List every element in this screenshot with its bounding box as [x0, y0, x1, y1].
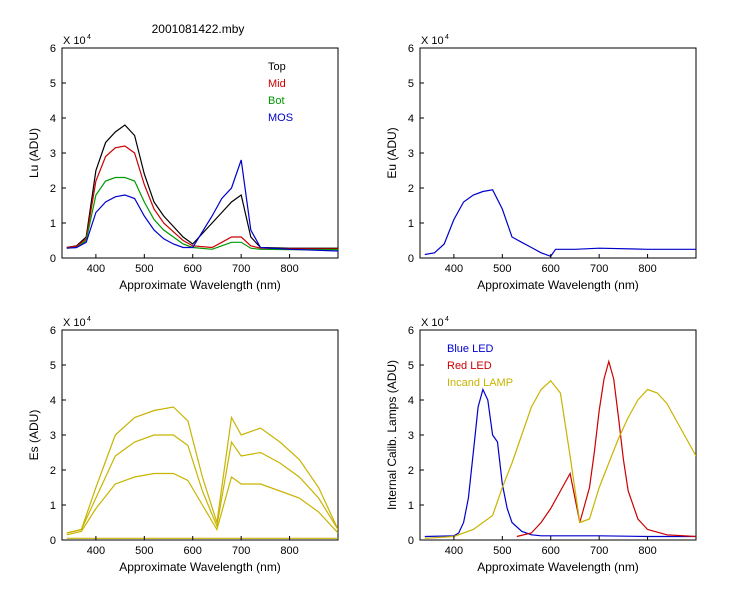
series-line-es-low- [66, 472, 338, 536]
x-axis-label: Approximate Wavelength (nm) [119, 278, 281, 292]
x-axis-label: Approximate Wavelength (nm) [477, 560, 639, 574]
y-axis-label: Es (ADU) [27, 410, 41, 461]
y-tick-label: 0 [50, 535, 56, 547]
figure-title: 2001081422.mby [152, 22, 245, 36]
series-line-mos [66, 159, 338, 252]
series-group [66, 124, 338, 252]
series-line-es-mid- [66, 434, 338, 534]
y-tick-label: 5 [408, 78, 414, 90]
series-group [424, 359, 696, 539]
y-tick-label: 5 [50, 360, 56, 372]
x-tick-label: 500 [493, 545, 511, 557]
legend-entry-bot: Bot [268, 95, 285, 107]
y-tick-label: 0 [50, 253, 56, 265]
legend-entry-blue-led: Blue LED [447, 343, 494, 355]
x-tick-label: 400 [87, 263, 105, 275]
series-line-eu [424, 189, 696, 258]
x-tick-label: 400 [445, 545, 463, 557]
legend-entry-red-led: Red LED [447, 360, 492, 372]
y-tick-label: 1 [50, 500, 56, 512]
y-multiplier: X 10 [421, 35, 444, 47]
y-tick-label: 2 [408, 183, 414, 195]
x-axis-label: Approximate Wavelength (nm) [477, 278, 639, 292]
x-tick-label: 700 [590, 545, 608, 557]
y-axis-label: Internal Calib. Lamps (ADU) [385, 360, 399, 510]
y-tick-label: 3 [408, 430, 414, 442]
y-tick-label: 6 [50, 325, 56, 337]
y-multiplier: X 10 [421, 317, 444, 329]
legend-entry-top: Top [268, 61, 286, 73]
x-tick-label: 600 [184, 545, 202, 557]
y-axis-label: Eu (ADU) [385, 127, 399, 178]
series-line-mid [66, 145, 338, 250]
x-tick-label: 600 [542, 263, 560, 275]
series-line-bot [66, 176, 338, 251]
y-tick-label: 6 [408, 43, 414, 55]
y-tick-label: 2 [50, 465, 56, 477]
y-tick-label: 2 [408, 465, 414, 477]
y-tick-label: 4 [408, 395, 414, 407]
y-tick-label: 4 [408, 113, 414, 125]
x-axis-label: Approximate Wavelength (nm) [119, 560, 281, 574]
y-tick-label: 1 [50, 218, 56, 230]
y-tick-label: 3 [408, 148, 414, 160]
x-tick-label: 800 [638, 263, 656, 275]
y-tick-label: 4 [50, 395, 56, 407]
plot-frame [419, 47, 697, 259]
y-tick-label: 6 [50, 43, 56, 55]
y-exponent: 4 [445, 34, 449, 41]
x-tick-label: 800 [280, 263, 298, 275]
y-tick-label: 5 [50, 78, 56, 90]
x-tick-label: 500 [135, 545, 153, 557]
x-tick-label: 600 [542, 545, 560, 557]
y-exponent: 4 [87, 34, 91, 41]
x-tick-label: 700 [232, 545, 250, 557]
x-tick-label: 500 [135, 263, 153, 275]
x-tick-label: 500 [493, 263, 511, 275]
y-tick-label: 1 [408, 218, 414, 230]
y-tick-label: 3 [50, 148, 56, 160]
plot-frame [61, 329, 339, 541]
y-multiplier: X 10 [63, 317, 86, 329]
x-tick-label: 400 [445, 263, 463, 275]
y-tick-label: 2 [50, 183, 56, 195]
y-tick-label: 3 [50, 430, 56, 442]
x-tick-label: 700 [590, 263, 608, 275]
series-group [66, 406, 338, 539]
y-tick-label: 0 [408, 535, 414, 547]
y-tick-label: 0 [408, 253, 414, 265]
x-tick-label: 700 [232, 263, 250, 275]
series-line-es-max- [66, 406, 338, 534]
legend-entry-incand-lamp: Incand LAMP [447, 377, 513, 389]
y-exponent: 4 [87, 316, 91, 323]
series-line-red-led [516, 359, 696, 538]
legend-entry-mos: MOS [268, 112, 293, 124]
x-tick-label: 600 [184, 263, 202, 275]
y-tick-label: 6 [408, 325, 414, 337]
x-tick-label: 800 [638, 545, 656, 557]
series-line-top [66, 124, 338, 249]
series-group [424, 189, 696, 258]
y-tick-label: 1 [408, 500, 414, 512]
y-axis-label: Lu (ADU) [27, 128, 41, 178]
series-line-blue-led [424, 387, 696, 538]
y-tick-label: 4 [50, 113, 56, 125]
plot-frame [61, 47, 339, 259]
y-exponent: 4 [445, 316, 449, 323]
y-tick-label: 5 [408, 360, 414, 372]
x-tick-label: 800 [280, 545, 298, 557]
series-line-incand-lamp [424, 379, 696, 539]
y-multiplier: X 10 [63, 35, 86, 47]
x-tick-label: 400 [87, 545, 105, 557]
legend-entry-mid: Mid [268, 78, 286, 90]
